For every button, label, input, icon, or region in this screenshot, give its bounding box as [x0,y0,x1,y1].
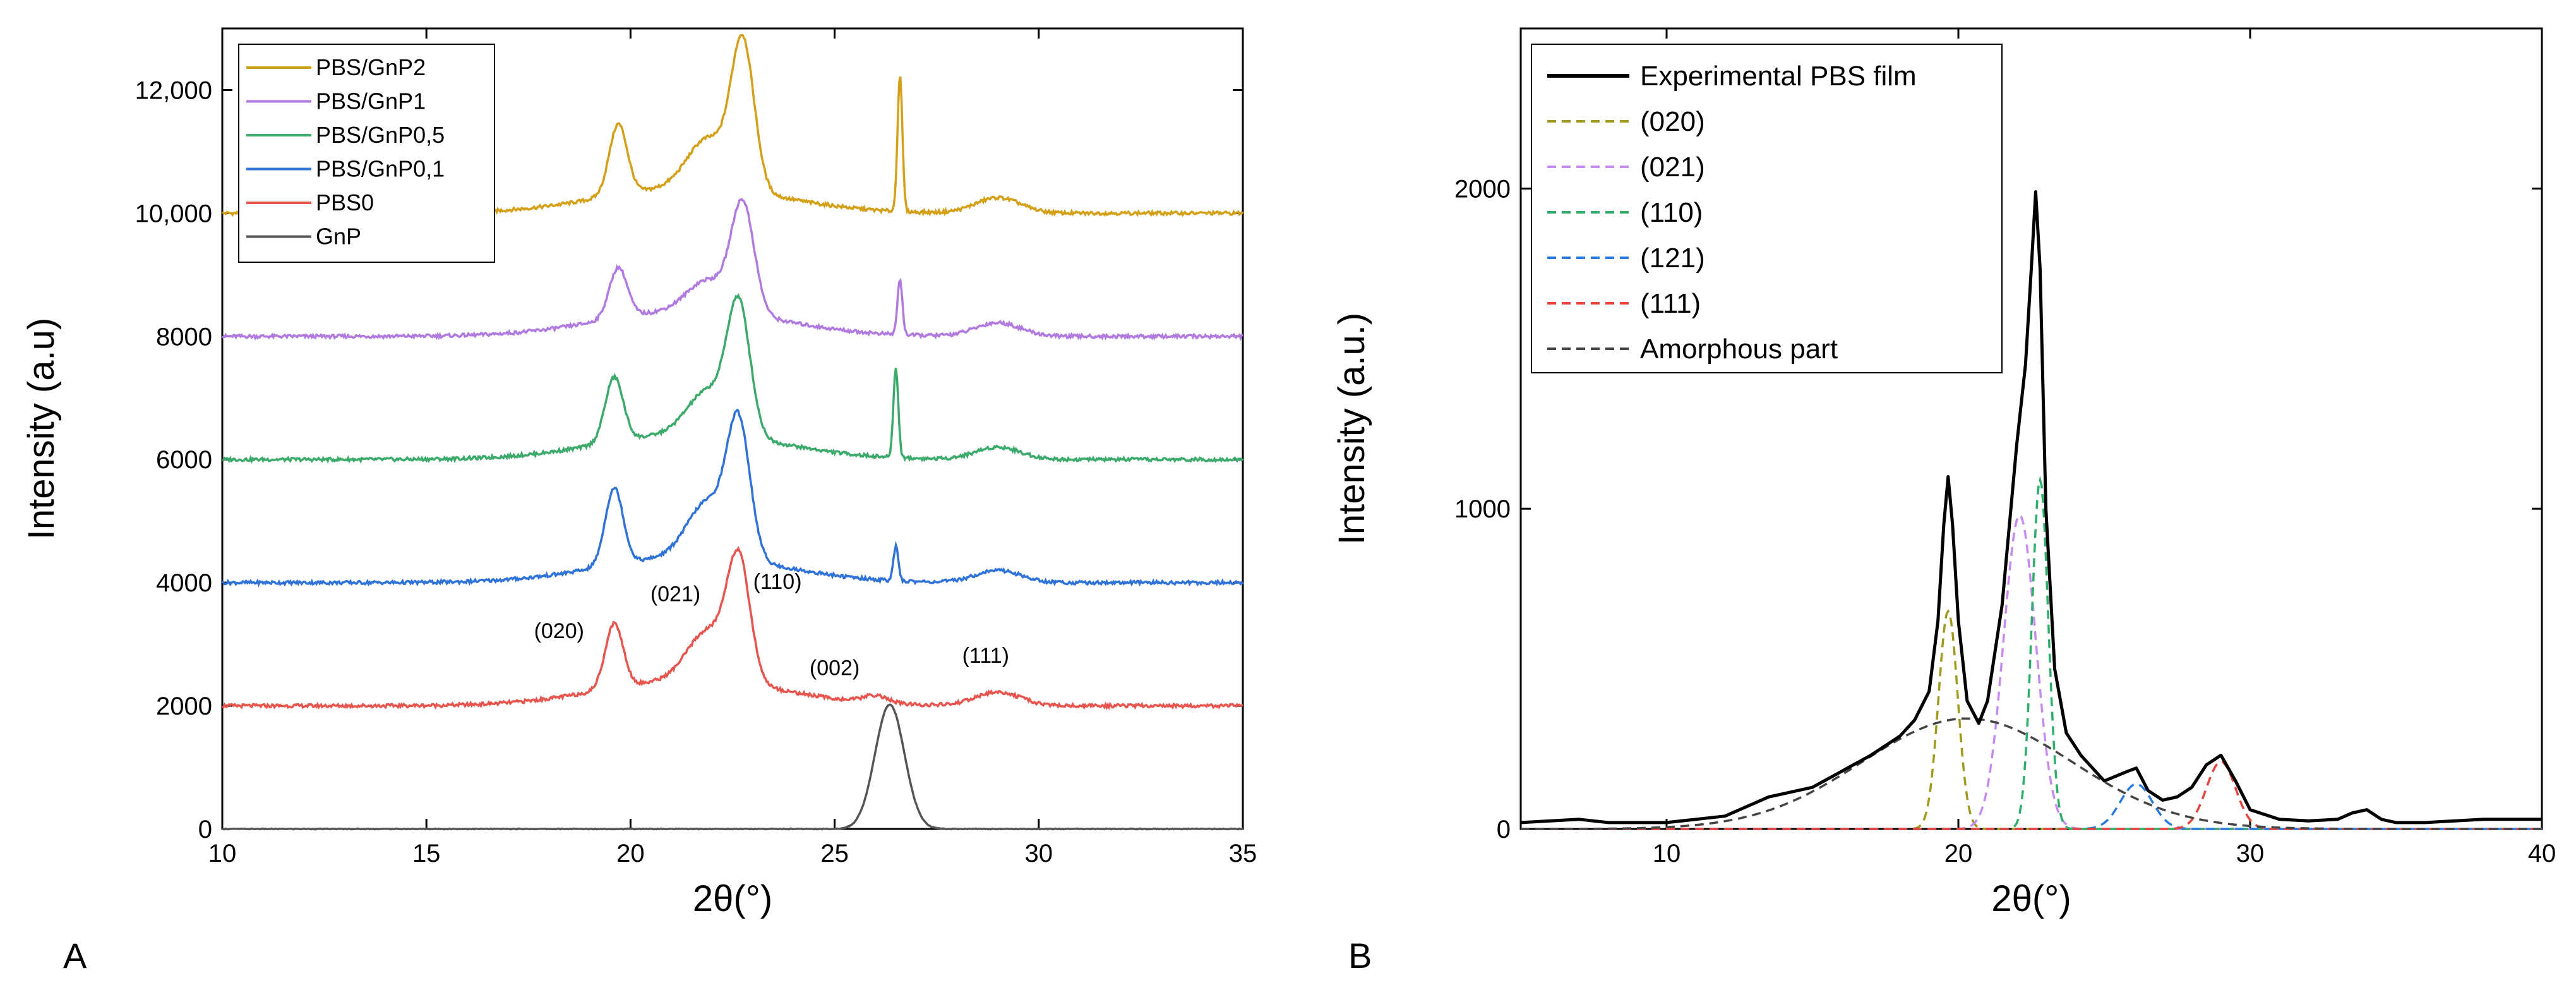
chart-b-legend-label: (110) [1640,197,1703,228]
chart-b-x-tick-label: 20 [1944,840,1973,867]
panel-label-b: B [1348,936,1372,976]
chart-a-series-line [222,293,1244,464]
chart-b-legend-label: (121) [1640,243,1705,274]
chart-a-y-axis-label: Intensity (a.u) [21,318,62,540]
chart-a-legend: PBS/GnP2 PBS/GnP1 PBS/GnP0,5 PBS/GnP0,1 PBS0… [238,44,495,263]
chart-a-y-tick-label: 12,000 [135,76,212,104]
chart-a-series-line [222,545,1243,711]
chart-b-x-axis-label: 2θ(°) [1991,878,2071,919]
chart-a-legend-label: PBS/GnP0,1 [316,156,445,182]
chart-a-series-line [222,703,1243,831]
chart-a-legend-label: GnP [316,224,361,250]
chart-a-legend-label: PBS0 [316,190,374,215]
panel-label-a: A [63,936,87,976]
chart-b-legend-label: (021) [1640,152,1705,183]
chart-b-legend: Experimental PBS film (020) (021) (110) (121… [1531,44,2003,373]
chart-a-series-line [221,408,1244,588]
chart-b-experimental-line [1520,190,2542,825]
chart-b-component-line [1521,608,2542,830]
chart-b-component-line [1521,475,2542,830]
chart-a-y-tick-label: 2000 [156,692,212,720]
chart-b-y-axis-label: Intensity (a.u.) [1331,313,1372,545]
chart-a-x-tick-label: 35 [1229,840,1257,867]
chart-b-y-tick-label: 0 [1497,816,1511,843]
chart-a-peak-annotation: (021) [650,582,700,606]
chart-a-x-tick-label: 15 [412,840,441,867]
chart-a-peak-annotation: (002) [810,656,860,680]
chart-a-x-tick-label: 30 [1025,840,1053,867]
chart-b-component-line [1521,760,2542,830]
chart-b-y-tick-label: 1000 [1454,495,1511,523]
chart-a-y-tick-label: 4000 [156,569,212,597]
chart-a-legend-label: PBS/GnP2 [316,54,426,80]
chart-b-legend-label: Amorphous part [1640,334,1838,365]
chart-a-y-tick-label: 10,000 [135,200,212,227]
chart-a-legend-label: PBS/GnP0,5 [316,122,445,148]
chart-a-x-tick-label: 25 [820,840,849,867]
chart-b-component-line [1521,513,2542,830]
chart-b-legend-label: (020) [1640,106,1705,137]
chart-a-x-tick-label: 10 [208,840,237,867]
chart-b-x-tick-label: 10 [1653,840,1681,867]
chart-b-x-tick-label: 40 [2528,840,2556,867]
chart-a-peak-annotation: (110) [753,570,802,594]
chart-a-y-tick-label: 6000 [156,446,212,474]
chart-a-series-line [221,198,1243,341]
chart-a: 10 15 20 25 30 35 0 2000 4000 6000 8000 10,000 12,00… [21,27,1257,919]
chart-a-peak-annotation: (111) [962,644,1009,668]
chart-b-component-line [1521,717,2542,830]
chart-a-y-tick-label: 0 [198,816,212,843]
chart-a-legend-box [238,44,495,263]
chart-b-legend-label: (111) [1640,288,1701,319]
chart-a-legend-label: PBS/GnP1 [316,88,426,114]
chart-b: 10 20 30 40 0 1000 2000 2θ(°) Intensity (a.u.) Ex… [1331,27,2556,919]
chart-b-legend-box [1531,44,2003,373]
chart-a-x-tick-label: 20 [616,840,645,867]
chart-a-x-axis-label: 2θ(°) [693,878,772,919]
chart-b-y-tick-label: 2000 [1454,175,1511,203]
chart-b-legend-label: Experimental PBS film [1640,61,1917,92]
chart-b-x-tick-label: 30 [2236,840,2265,867]
chart-a-peak-annotation: (020) [534,619,584,643]
chart-a-y-tick-label: 8000 [156,323,212,351]
